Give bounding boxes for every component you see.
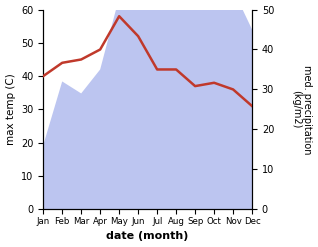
Y-axis label: med. precipitation
(kg/m2): med. precipitation (kg/m2) (291, 65, 313, 154)
Y-axis label: max temp (C): max temp (C) (5, 74, 16, 145)
X-axis label: date (month): date (month) (107, 231, 189, 242)
